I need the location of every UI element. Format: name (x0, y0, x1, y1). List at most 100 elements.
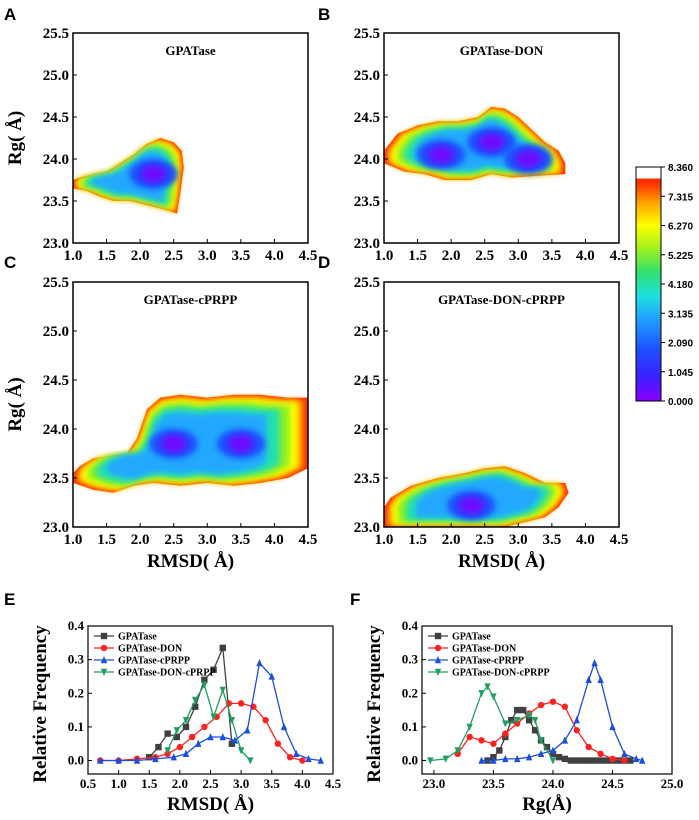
data-point (514, 706, 521, 714)
data-point (100, 644, 108, 652)
density-surface (73, 138, 184, 214)
data-point (434, 656, 442, 664)
data-point (155, 743, 162, 751)
colorbar-tick-label: 5.225 (668, 251, 693, 262)
y-axis-title: Relative Frequency (30, 625, 51, 783)
data-point (201, 723, 208, 731)
data-point (549, 698, 557, 705)
y-tick-label: 0.2 (402, 685, 418, 700)
x-tick-label: 3.5 (231, 532, 250, 548)
data-point (100, 632, 108, 640)
x-tick-label: 3.0 (509, 532, 528, 548)
colorbar-tick-label: 0.000 (668, 397, 693, 408)
energy-minimum (227, 434, 254, 453)
colorbar-tick-label: 3.135 (668, 309, 693, 320)
colorbar-tick-label: 4.180 (668, 280, 693, 291)
plot-frame (383, 32, 620, 244)
colorbar-tick-label: 6.270 (668, 222, 693, 233)
series-line (167, 683, 251, 761)
data-point (182, 716, 190, 725)
series-line (481, 661, 643, 762)
data-point (478, 737, 485, 744)
x-tick-label: 1.5 (97, 532, 116, 548)
x-tick-label: 2.5 (475, 532, 494, 548)
legend-item: GPATase-cPRPP (428, 656, 524, 667)
data-point (219, 686, 226, 694)
x-tick-label: 2.0 (131, 532, 150, 548)
density-surface (384, 106, 566, 180)
data-point (434, 668, 442, 676)
y-tick-label: 0.3 (68, 652, 85, 667)
data-point (537, 701, 545, 709)
y-tick-label: 25.0 (354, 68, 380, 84)
legend-item: GPATase-DON (94, 644, 183, 655)
line-panel-rmsd-frequency: 0.5 1.0 1.5 2.0 2.5 3.0 3.5 4.0 4.5 0.0 0.1 0.2 0.3 0… (30, 618, 342, 815)
x-tick-label: 3.5 (542, 248, 561, 264)
data-point (262, 716, 269, 724)
series-gpatase-don (454, 698, 628, 764)
data-point (191, 703, 199, 710)
y-tick-label: 25.5 (43, 26, 69, 42)
y-axis-title: Rg( Å) (5, 111, 26, 165)
x-tick-label: 4.5 (610, 532, 629, 548)
x-tick-label: 2.5 (475, 248, 494, 264)
data-point (170, 753, 177, 761)
y-tick-label: 24.0 (354, 152, 380, 168)
data-point (201, 681, 208, 689)
panel-title: GPATase-DON (460, 43, 544, 58)
data-point (561, 703, 569, 710)
y-tick-label: 24.5 (43, 110, 69, 126)
series-line (430, 685, 554, 762)
x-tick-label: 2.0 (131, 248, 150, 264)
x-tick-label: 0.5 (80, 776, 97, 791)
data-point (207, 733, 214, 741)
colorbar-tick-label: 8.360 (668, 163, 693, 174)
x-tick-label: 25.0 (661, 776, 684, 791)
legend: GPATaseGPATase-DONGPATase-cPRPPGPATase-D… (94, 632, 216, 679)
heatmap-panel-gpatase-cprpp: 1.0 1.5 2.0 2.5 3.0 3.5 4.0 4.5 23.0 23.5 24.0 24.5… (5, 275, 317, 572)
x-tick-label: 1.0 (64, 532, 83, 548)
data-point (466, 723, 473, 731)
data-point (591, 757, 598, 764)
colorbar-tick-label: 1.045 (668, 368, 693, 379)
data-point (621, 757, 628, 764)
x-tick-label: 3.0 (198, 248, 217, 264)
legend-item: GPATase-DON-cPRPP (94, 668, 216, 679)
data-point (549, 757, 557, 765)
data-point (280, 722, 288, 731)
data-point (293, 749, 300, 758)
data-point (164, 747, 171, 755)
panel-title: GPATase (165, 43, 216, 58)
data-point (191, 696, 199, 704)
x-axis-title: RMSD( Å) (167, 794, 254, 815)
data-point (591, 659, 598, 667)
data-point (561, 755, 569, 763)
data-point (514, 716, 521, 725)
legend-label: GPATase (118, 632, 157, 643)
energy-minimum (458, 496, 485, 515)
data-point (549, 746, 557, 754)
colorbar-gradient (635, 166, 662, 402)
plot-frame (421, 625, 673, 775)
y-tick-label: 23.5 (43, 471, 69, 487)
data-point (609, 722, 616, 731)
data-point (237, 700, 245, 707)
x-tick-label: 4.5 (299, 248, 318, 264)
series-gpatase-don (97, 700, 306, 764)
data-point (434, 644, 442, 652)
x-tick-label: 3.0 (509, 248, 528, 264)
y-tick-label: 25.5 (354, 275, 380, 291)
data-point (442, 755, 450, 763)
x-axis-title: RMSD( Å) (147, 551, 234, 572)
data-point (573, 727, 580, 734)
y-tick-label: 23.0 (354, 520, 380, 536)
data-point (585, 757, 592, 764)
x-axis-title: RMSD( Å) (458, 551, 545, 572)
data-point (97, 756, 104, 764)
x-tick-label: 3.0 (233, 776, 249, 791)
data-point (237, 747, 245, 755)
y-tick-label: 23.0 (43, 520, 69, 536)
y-tick-label: 0.0 (68, 753, 84, 768)
data-point (228, 716, 236, 725)
